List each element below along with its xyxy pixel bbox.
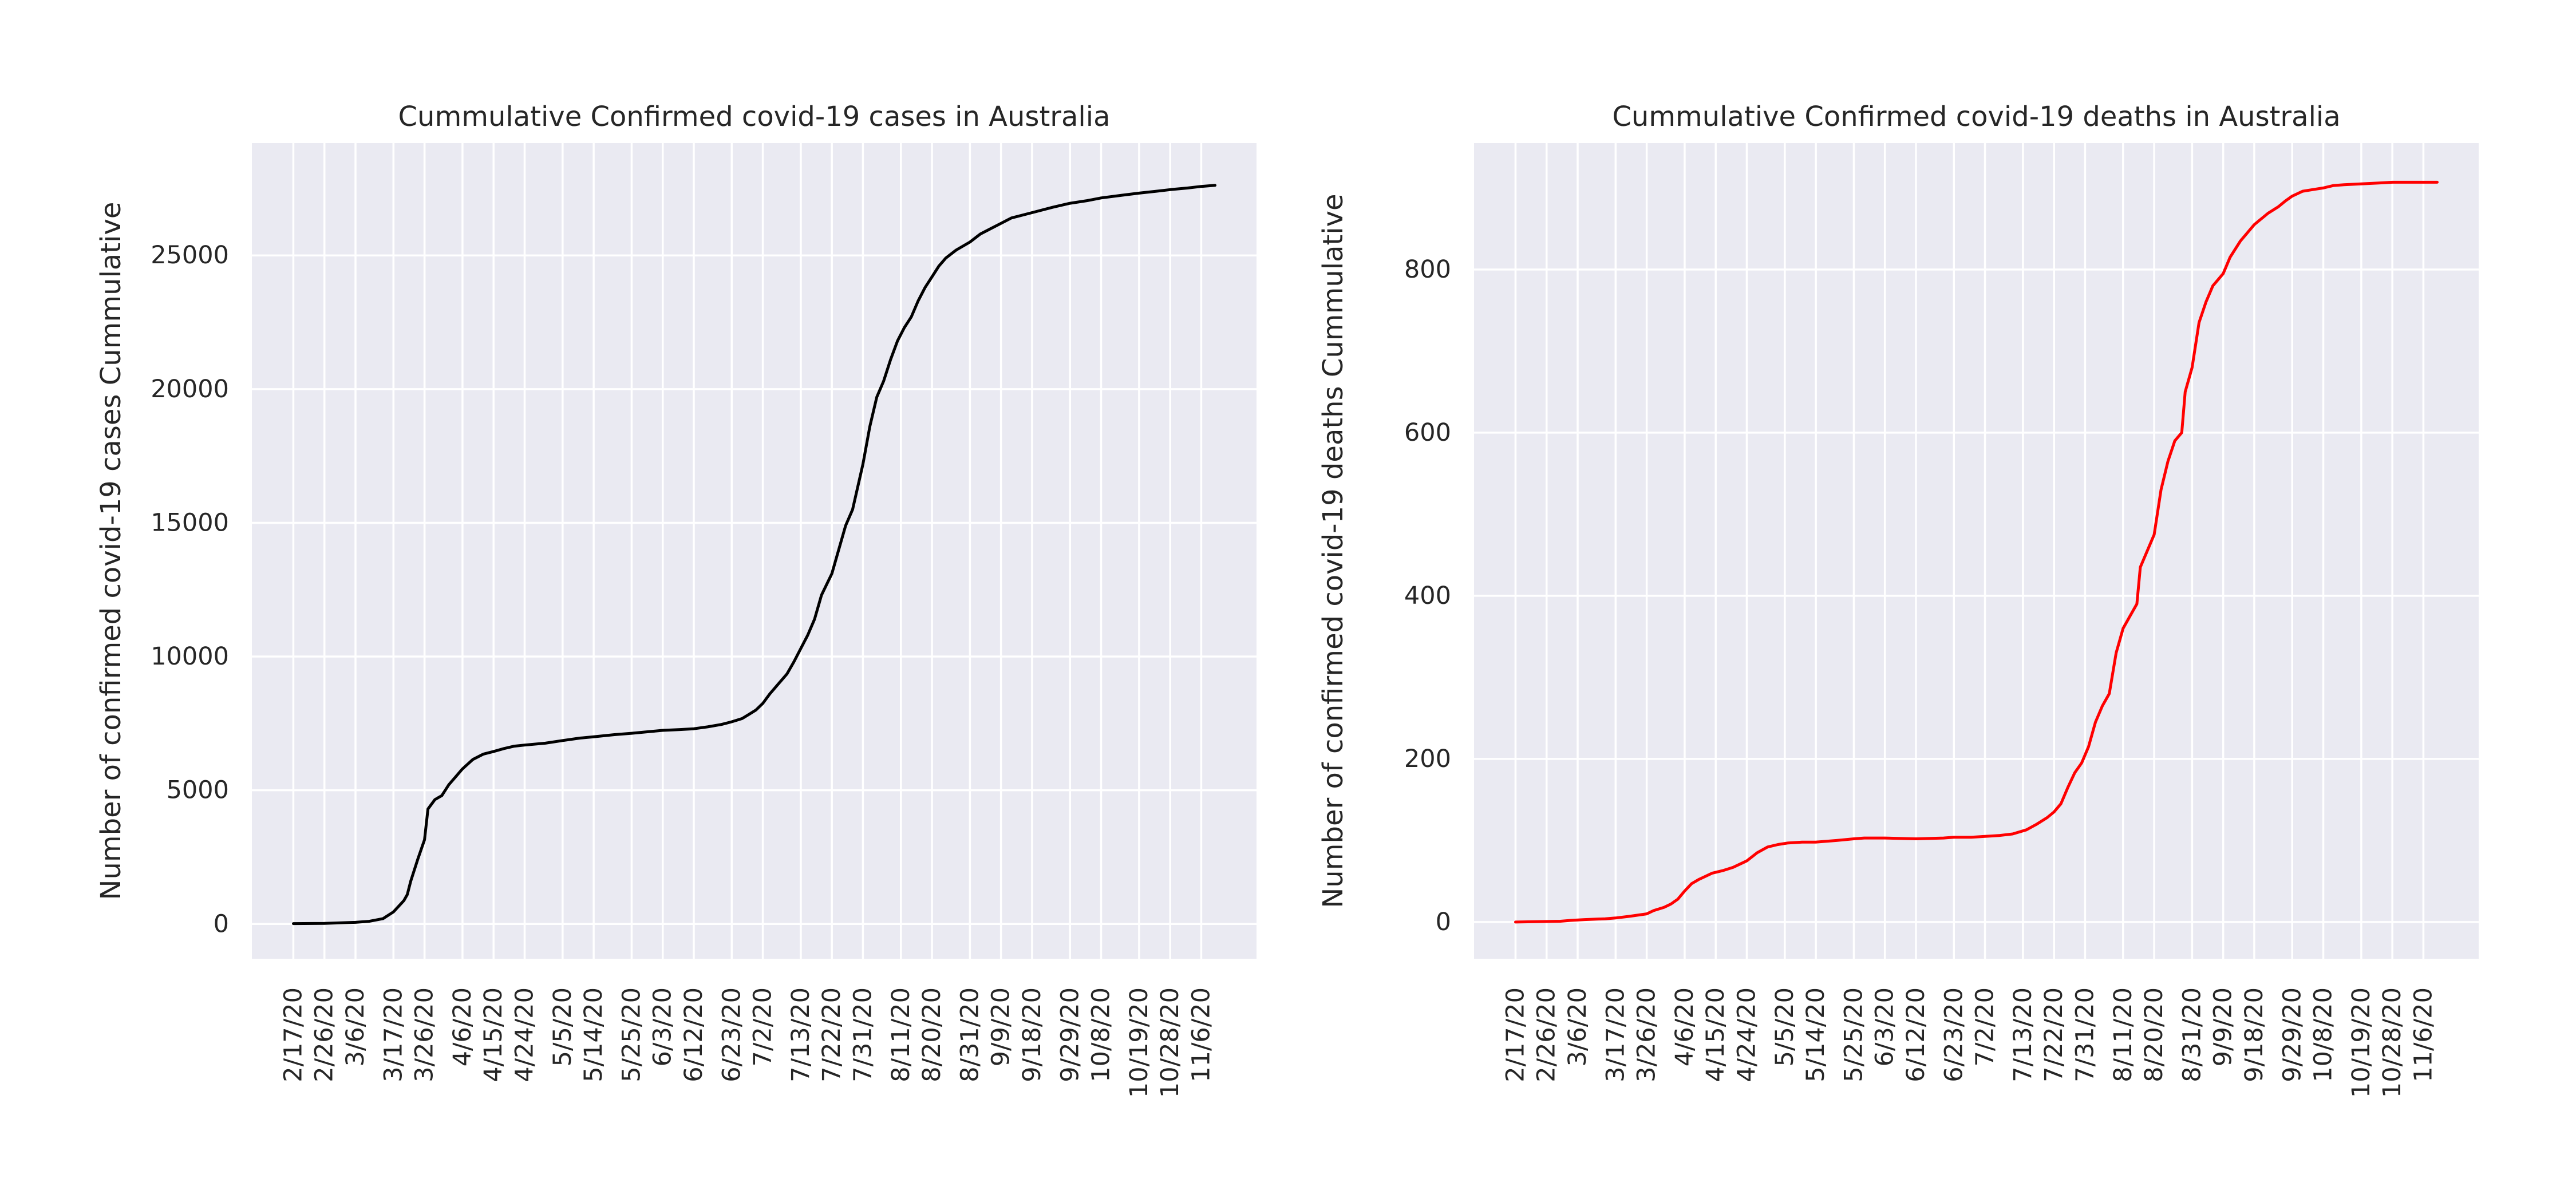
cases-x-tick-label: 6/12/20 [679, 987, 708, 1082]
deaths-x-tick-label: 5/14/20 [1801, 987, 1830, 1082]
cases-x-tick-label: 4/15/20 [479, 987, 508, 1082]
deaths-x-tick-label: 7/2/20 [1971, 987, 2000, 1066]
cases-x-tick-label: 4/24/20 [510, 987, 539, 1082]
cases-x-tick-label: 9/29/20 [1056, 987, 1084, 1082]
cases-x-grid [292, 143, 1203, 959]
cases-x-tick-label: 3/6/20 [341, 987, 370, 1066]
cases-x-tick-label: 9/18/20 [1018, 987, 1046, 1082]
cases-x-tick-label: 4/6/20 [448, 987, 477, 1066]
cases-y-tick-labels: 0 5000 10000 15000 20000 25000 [151, 241, 229, 938]
deaths-y-tick-label: 400 [1404, 582, 1451, 610]
cases-x-tick-labels: 2/17/20 2/26/20 3/6/20 3/17/20 3/26/20 4/6/20… [279, 987, 1215, 1098]
deaths-x-tick-label: 10/19/20 [2347, 987, 2376, 1098]
deaths-x-tick-label: 3/17/20 [1601, 987, 1630, 1082]
deaths-y-grid [1474, 268, 2479, 923]
cases-x-tick-label: 7/13/20 [787, 987, 815, 1082]
deaths-x-tick-label: 4/6/20 [1670, 987, 1699, 1066]
cases-y-tick-label: 20000 [151, 375, 229, 404]
cases-x-tick-label: 7/31/20 [848, 987, 877, 1082]
deaths-x-tick-label: 3/26/20 [1633, 987, 1661, 1082]
deaths-x-tick-label: 5/25/20 [1839, 987, 1868, 1082]
deaths-x-tick-labels: 2/17/20 2/26/20 3/6/20 3/17/20 3/26/20 4/6/20… [1501, 987, 2437, 1098]
cases-x-tick-label: 3/26/20 [410, 987, 439, 1082]
deaths-x-tick-label: 9/9/20 [2209, 987, 2238, 1066]
cases-x-tick-label: 5/5/20 [548, 987, 577, 1066]
deaths-series-line [1514, 180, 2439, 924]
cases-x-tick-label: 10/19/20 [1125, 987, 1153, 1098]
deaths-y-axis-label: Number of confirmed covid-19 deaths Cumm… [1317, 193, 1349, 908]
cases-x-tick-label: 7/22/20 [817, 987, 846, 1082]
cases-y-grid [252, 254, 1257, 926]
deaths-x-tick-label: 7/13/20 [2009, 987, 2037, 1082]
deaths-x-tick-label: 3/6/20 [1563, 987, 1592, 1066]
deaths-plot-area [1474, 143, 2479, 959]
deaths-x-tick-label: 5/5/20 [1771, 987, 1799, 1066]
deaths-x-tick-label: 9/18/20 [2240, 987, 2269, 1082]
cases-x-tick-label: 6/3/20 [649, 987, 677, 1066]
cases-x-tick-label: 10/28/20 [1156, 987, 1184, 1098]
cases-x-tick-label: 5/14/20 [579, 987, 608, 1082]
deaths-y-tick-label: 600 [1404, 418, 1451, 447]
cases-x-tick-label: 9/9/20 [987, 987, 1016, 1066]
cases-x-tick-label: 5/25/20 [617, 987, 646, 1082]
cases-plot-area [252, 143, 1257, 959]
cases-chart: 0 5000 10000 15000 20000 25000 2/17/20 2/26/20… [95, 101, 1257, 1098]
deaths-x-tick-label: 8/31/20 [2178, 987, 2206, 1082]
deaths-x-tick-label: 10/8/20 [2309, 987, 2338, 1082]
cases-y-tick-label: 0 [214, 910, 229, 938]
cases-x-tick-label: 8/11/20 [887, 987, 915, 1082]
cases-x-tick-label: 10/8/20 [1087, 987, 1116, 1082]
deaths-x-grid [1514, 143, 2425, 959]
cases-y-axis-label: Number of confirmed covid-19 cases Cummu… [95, 202, 127, 900]
deaths-x-tick-label: 8/20/20 [2140, 987, 2168, 1082]
deaths-chart-title: Cummulative Confirmed covid-19 deaths in… [1612, 101, 2340, 133]
deaths-y-tick-label: 200 [1404, 745, 1451, 773]
cases-x-tick-label: 6/23/20 [717, 987, 746, 1082]
deaths-x-tick-label: 6/3/20 [1871, 987, 1899, 1066]
deaths-x-tick-label: 4/24/20 [1732, 987, 1761, 1082]
deaths-x-tick-label: 8/11/20 [2109, 987, 2138, 1082]
cases-chart-title: Cummulative Confirmed covid-19 cases in … [398, 101, 1111, 133]
deaths-x-tick-label: 10/28/20 [2378, 987, 2407, 1098]
deaths-x-tick-label: 7/22/20 [2040, 987, 2068, 1082]
cases-x-tick-label: 8/31/20 [955, 987, 984, 1082]
cases-x-tick-label: 3/17/20 [379, 987, 408, 1082]
deaths-x-tick-label: 4/15/20 [1701, 987, 1730, 1082]
cases-y-tick-label: 5000 [167, 776, 229, 805]
cases-y-tick-label: 10000 [151, 642, 229, 671]
deaths-x-tick-label: 11/6/20 [2409, 987, 2437, 1082]
deaths-x-tick-label: 2/26/20 [1532, 987, 1561, 1082]
cases-x-tick-label: 8/20/20 [918, 987, 946, 1082]
deaths-x-tick-label: 7/31/20 [2071, 987, 2099, 1082]
cases-x-tick-label: 7/2/20 [749, 987, 777, 1066]
deaths-x-tick-label: 2/17/20 [1501, 987, 1530, 1082]
deaths-x-tick-label: 6/12/20 [1902, 987, 1930, 1082]
deaths-y-tick-label: 800 [1404, 255, 1451, 284]
cases-x-tick-label: 2/26/20 [310, 987, 339, 1082]
deaths-y-tick-labels: 0 200 400 600 800 [1404, 255, 1451, 936]
deaths-x-tick-label: 9/29/20 [2278, 987, 2306, 1082]
cases-series-line [292, 184, 1216, 926]
deaths-y-tick-label: 0 [1436, 908, 1451, 936]
deaths-x-tick-label: 6/23/20 [1939, 987, 1968, 1082]
deaths-chart: 0 200 400 600 800 2/17/20 2/26/20 3/6/20 3/17/2… [1317, 101, 2479, 1098]
cases-x-tick-label: 11/6/20 [1187, 987, 1215, 1082]
cases-x-tick-label: 2/17/20 [279, 987, 307, 1082]
cases-y-tick-label: 25000 [151, 241, 229, 270]
cases-y-tick-label: 15000 [151, 508, 229, 537]
